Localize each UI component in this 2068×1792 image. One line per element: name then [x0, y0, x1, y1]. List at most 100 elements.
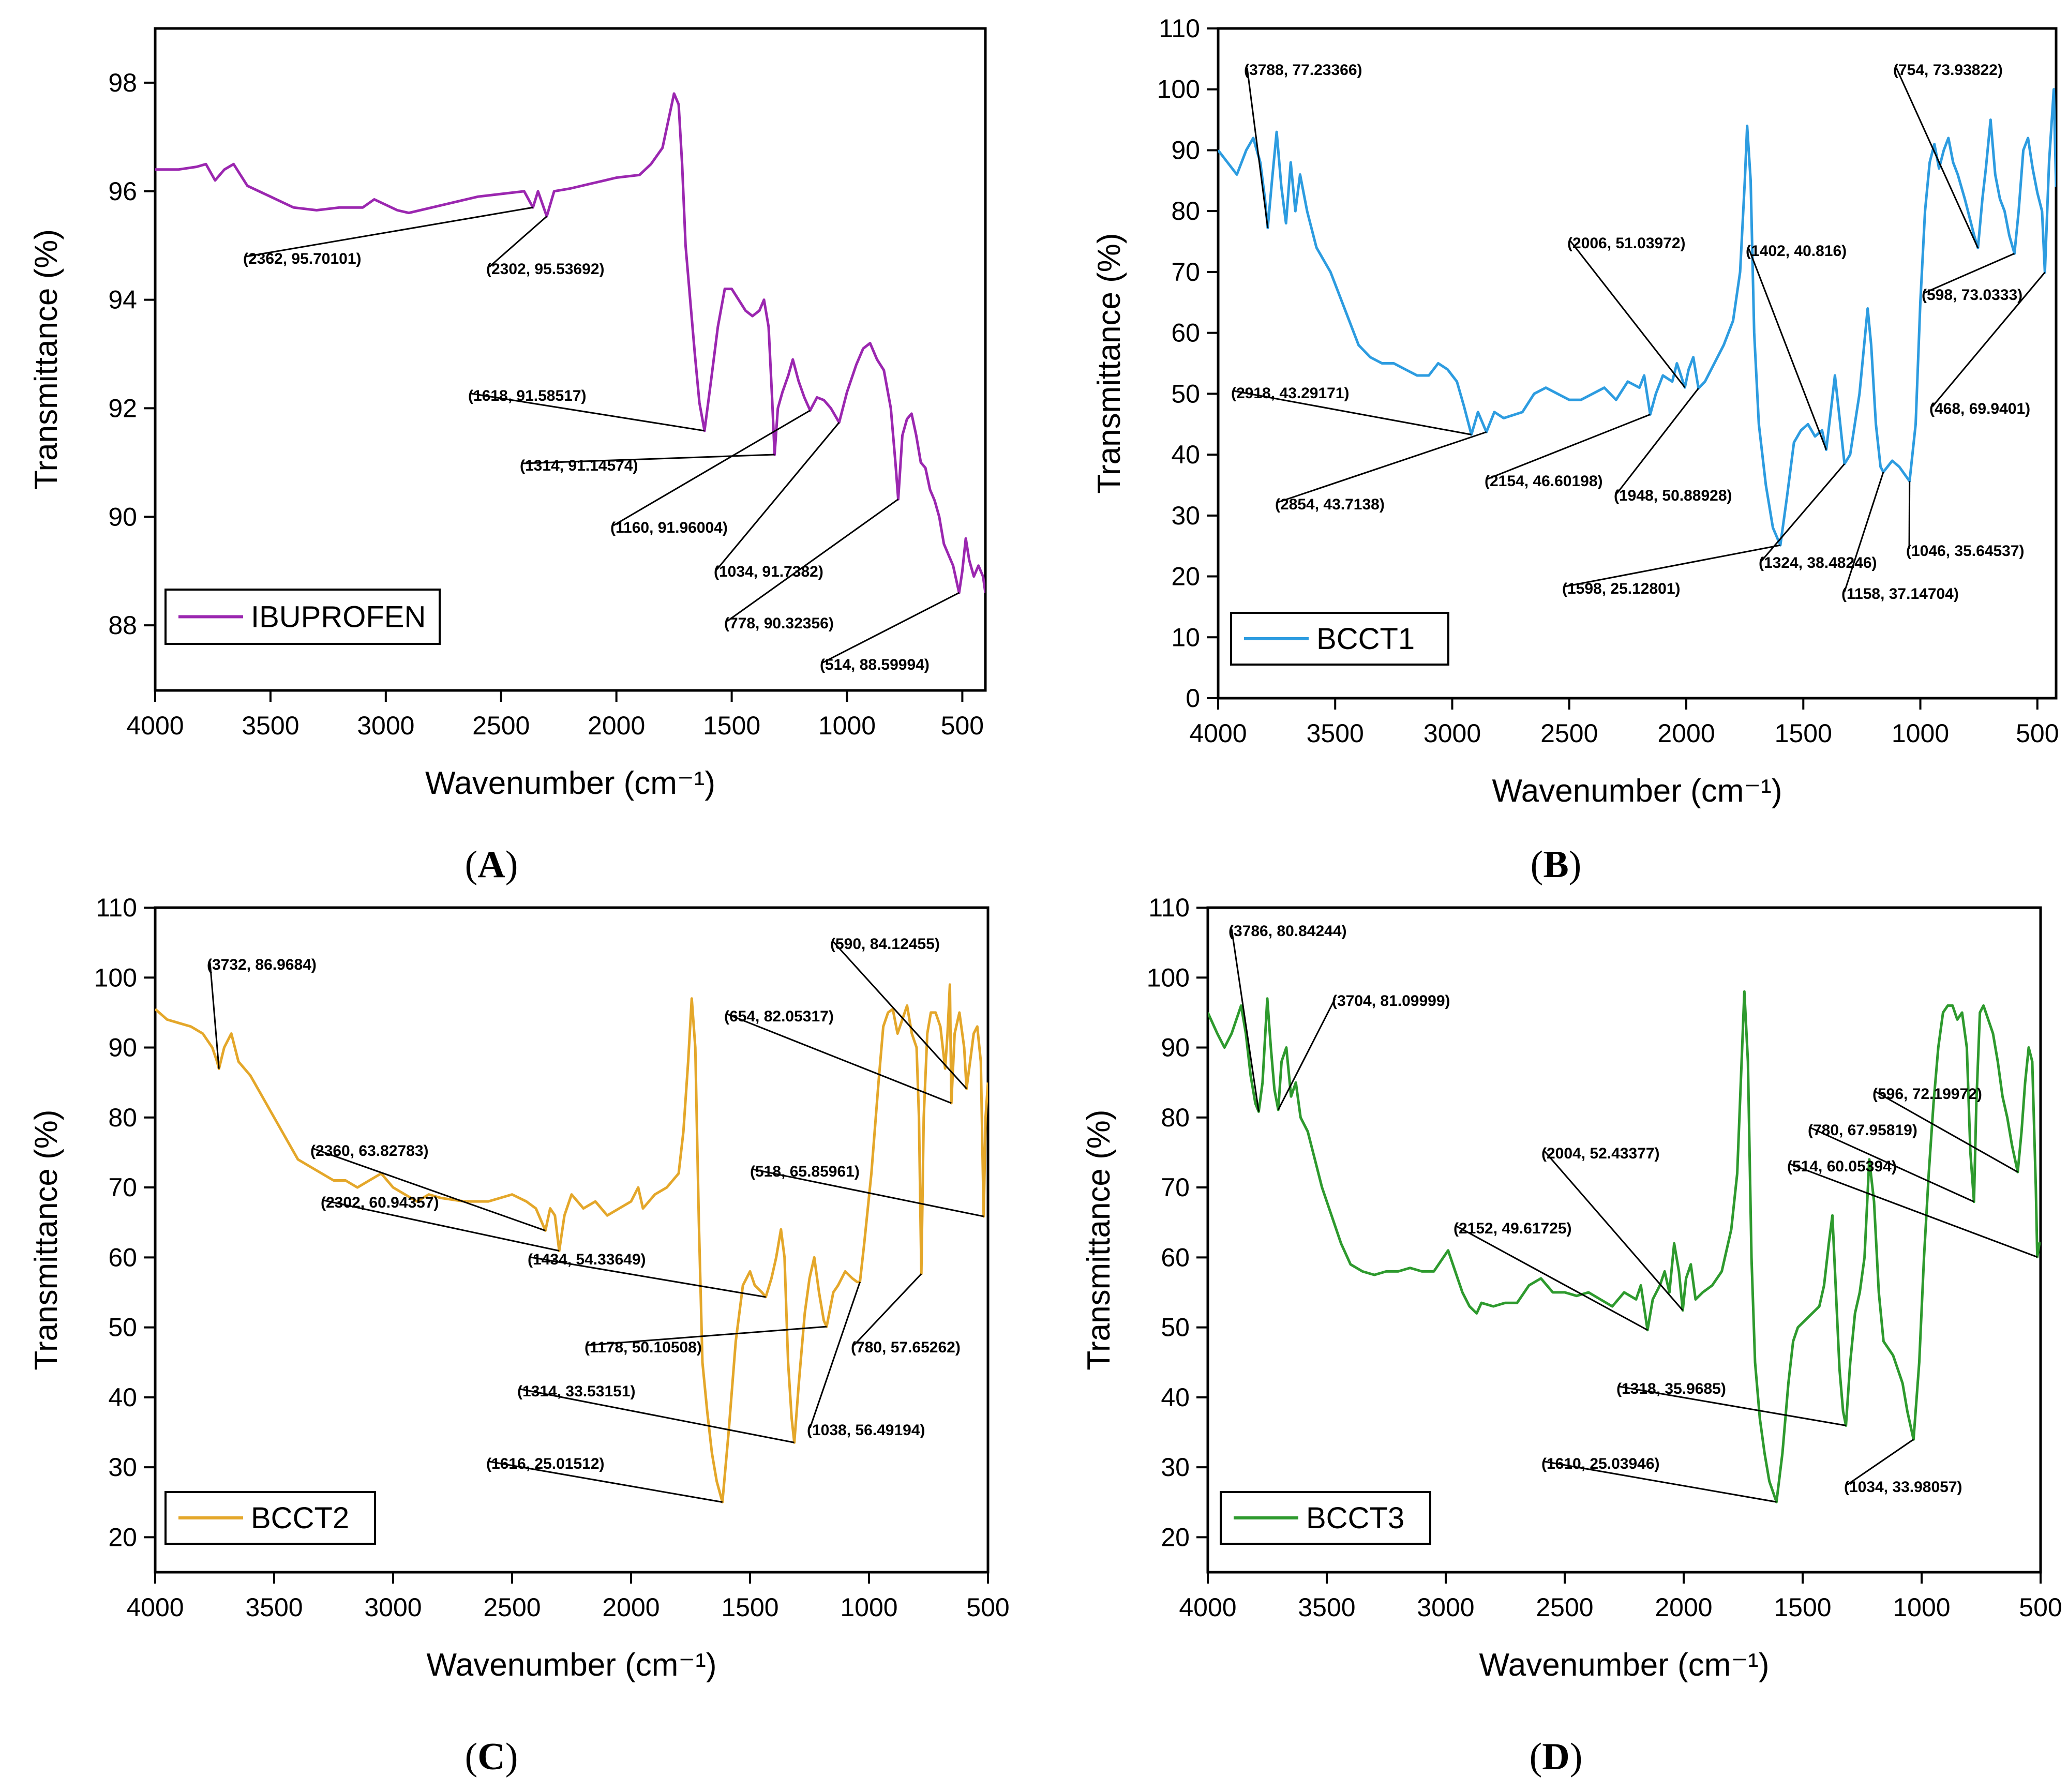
y-tick-label: 98	[108, 68, 137, 97]
annotation-leader	[587, 1326, 827, 1346]
annotation-leader	[1543, 1151, 1684, 1311]
peak-annotation: (1948, 50.88928)	[1614, 487, 1732, 504]
y-tick-label: 100	[1147, 963, 1190, 992]
annotation-leader	[1931, 272, 2046, 407]
peak-annotation: (754, 73.93822)	[1893, 62, 2003, 79]
peak-annotation: (1402, 40.816)	[1746, 243, 1847, 260]
peak-annotation: (3786, 80.84244)	[1228, 923, 1347, 940]
y-tick-label: 40	[1161, 1383, 1190, 1412]
annotation-leader	[1895, 67, 1979, 249]
annotation-leader	[1234, 390, 1472, 435]
annotation-leader	[822, 592, 960, 664]
peak-annotation: (3704, 81.09999)	[1332, 992, 1450, 1010]
panel-caption-c: (C)	[464, 1736, 518, 1778]
annotation-leader	[832, 941, 967, 1090]
y-tick-label: 100	[94, 963, 137, 992]
x-tick-label: 2500	[1536, 1593, 1593, 1622]
y-tick-label: 30	[108, 1453, 137, 1482]
peak-annotation: (1434, 54.33649)	[528, 1251, 646, 1268]
peak-annotation: (1178, 50.10508)	[585, 1339, 702, 1356]
annotation-leader	[489, 216, 548, 268]
chart-panel-bcct1: 4000 3500 3000 2500 2000 1500 1000 500 0 10 20 30 40…	[1035, 0, 2068, 838]
annotation-leader	[1748, 248, 1827, 450]
y-tick-label: 96	[108, 177, 137, 206]
peak-annotation: (780, 67.95819)	[1808, 1122, 1917, 1139]
annotation-leader	[313, 1148, 546, 1231]
peak-annotation: (778, 90.32356)	[724, 615, 834, 632]
x-tick-label: 4000	[1189, 719, 1247, 748]
peak-annotation: (514, 88.59994)	[820, 656, 930, 673]
x-tick-label: 1000	[1893, 1593, 1950, 1622]
y-tick-label: 90	[108, 502, 137, 531]
peak-annotation: (1034, 91.7382)	[714, 563, 823, 580]
series-line	[1218, 88, 2056, 547]
y-tick-label: 90	[108, 1033, 137, 1062]
y-tick-label: 60	[1171, 319, 1200, 348]
x-tick-label: 1500	[1775, 719, 1832, 748]
peak-annotation: (1598, 25.12801)	[1562, 580, 1681, 597]
annotation-leader	[471, 393, 705, 432]
y-tick-label: 92	[108, 394, 137, 423]
legend-label: BCCT3	[1306, 1501, 1404, 1535]
chart-svg: 4000 3500 3000 2500 2000 1500 1000 500 20 30 40 50 6…	[28, 893, 1010, 1683]
x-tick-label: 2000	[602, 1593, 660, 1622]
x-tick-label: 3500	[1307, 719, 1364, 748]
peak-annotation: (654, 82.05317)	[724, 1008, 834, 1025]
annotation-leader	[1847, 1439, 1914, 1486]
annotation-leader	[1761, 463, 1846, 561]
y-tick-label: 80	[1161, 1103, 1190, 1132]
x-tick-label: 500	[966, 1593, 1009, 1622]
x-tick-label: 3000	[1417, 1593, 1474, 1622]
x-tick-label: 4000	[126, 711, 184, 740]
annotation-leader	[727, 1013, 952, 1104]
peak-annotation: (2918, 43.29171)	[1231, 385, 1350, 402]
chart-panel-bcct2: 4000 3500 3000 2500 2000 1500 1000 500 20 30 40 50 6…	[0, 890, 1033, 1727]
y-tick-label: 30	[1171, 501, 1200, 530]
x-tick-label: 1000	[1892, 719, 1949, 748]
peak-annotation: (1618, 91.58517)	[468, 387, 587, 404]
panel-caption-b: (B)	[1530, 844, 1582, 886]
annotation-leader	[1456, 1225, 1648, 1331]
x-tick-label: 2000	[1657, 719, 1715, 748]
x-tick-label: 1500	[703, 711, 760, 740]
peak-annotation: (1314, 91.14574)	[520, 457, 638, 474]
peak-annotation: (1046, 35.64537)	[1906, 543, 2025, 560]
x-tick-label: 3500	[242, 711, 299, 740]
annotation-leader	[1544, 1460, 1777, 1503]
plot-frame	[1217, 27, 2058, 700]
y-axis-label: Transmittance (%)	[28, 1109, 64, 1370]
peak-annotation: (1318, 35.9685)	[1616, 1380, 1726, 1397]
peak-annotation: (3788, 77.23366)	[1244, 62, 1362, 79]
plot-frame	[154, 27, 987, 692]
y-tick-label: 0	[1186, 684, 1200, 713]
annotation-leader	[530, 1256, 766, 1298]
panel-caption-d: (D)	[1529, 1736, 1583, 1778]
y-tick-label: 70	[108, 1173, 137, 1202]
x-tick-label: 4000	[1179, 1593, 1236, 1622]
x-tick-label: 1000	[818, 711, 876, 740]
series-line	[155, 92, 985, 594]
x-tick-label: 2000	[1655, 1593, 1712, 1622]
annotation-leader	[716, 421, 840, 570]
peak-annotation: (2006, 51.03972)	[1567, 235, 1686, 252]
annotation-leader	[1844, 472, 1884, 592]
peak-annotation: (2152, 49.61725)	[1453, 1220, 1572, 1237]
y-tick-label: 50	[1171, 379, 1200, 408]
peak-annotation: (518, 65.85961)	[750, 1163, 860, 1180]
plot-frame	[154, 906, 990, 1574]
y-axis-label: Transmittance (%)	[1091, 233, 1127, 493]
x-tick-label: 500	[2016, 719, 2059, 748]
y-tick-label: 94	[108, 285, 137, 314]
annotation-leader	[1246, 67, 1269, 228]
annotation-leader	[1565, 544, 1781, 588]
x-tick-label: 2500	[1540, 719, 1598, 748]
annotation-leader	[1278, 431, 1487, 503]
y-tick-label: 40	[1171, 440, 1200, 469]
y-tick-label: 40	[108, 1383, 137, 1412]
y-tick-label: 70	[1161, 1173, 1190, 1202]
panel-caption-a: (A)	[464, 844, 518, 886]
annotation-leader	[246, 206, 533, 258]
peak-annotation: (1610, 25.03946)	[1541, 1455, 1660, 1472]
x-tick-label: 500	[941, 711, 984, 740]
x-tick-label: 2500	[472, 711, 530, 740]
